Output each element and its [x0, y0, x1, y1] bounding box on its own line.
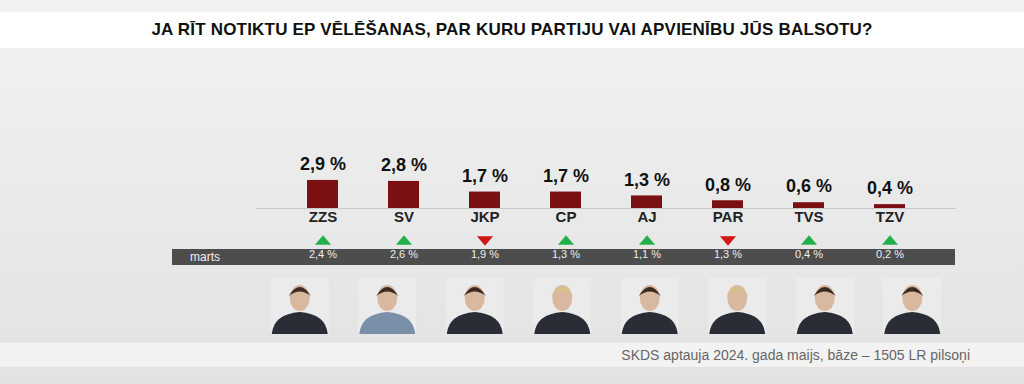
svg-text:SV: SV	[394, 208, 414, 225]
html-text:SKDS aptauja 2024. gada maijs,: SKDS aptauja 2024. gada maijs, bāze – 15…	[621, 347, 970, 363]
svg-text:CP: CP	[556, 208, 577, 225]
svg-text:0,4 %: 0,4 %	[867, 178, 913, 198]
svg-text:ZZS: ZZS	[309, 208, 337, 225]
svg-text:1,3 %: 1,3 %	[624, 170, 670, 190]
svg-text:1,7 %: 1,7 %	[543, 166, 589, 186]
svg-text:1,3 %: 1,3 %	[552, 248, 580, 260]
svg-text:TVS: TVS	[794, 208, 823, 225]
svg-text:JKP: JKP	[470, 208, 499, 225]
svg-text:0,6 %: 0,6 %	[786, 176, 832, 196]
svg-text:0,2 %: 0,2 %	[876, 248, 904, 260]
svg-text:2,9 %: 2,9 %	[300, 154, 346, 174]
svg-text:2,6 %: 2,6 %	[390, 248, 418, 260]
html-text:marts: marts	[190, 250, 220, 264]
html-text:JA RĪT NOTIKTU EP VĒLĒŠANAS, P: JA RĪT NOTIKTU EP VĒLĒŠANAS, PAR KURU PA…	[151, 20, 873, 39]
svg-text:TZV: TZV	[876, 208, 904, 225]
svg-text:0,4 %: 0,4 %	[795, 248, 823, 260]
svg-text:PAR: PAR	[713, 208, 744, 225]
svg-text:2,4 %: 2,4 %	[309, 248, 337, 260]
svg-text:1,9 %: 1,9 %	[471, 248, 499, 260]
svg-text:AJ: AJ	[637, 208, 656, 225]
svg-text:2,8 %: 2,8 %	[381, 155, 427, 175]
svg-text:0,8 %: 0,8 %	[705, 175, 751, 195]
svg-text:1,7 %: 1,7 %	[462, 166, 508, 186]
svg-text:1,1 %: 1,1 %	[633, 248, 661, 260]
svg-text:1,3 %: 1,3 %	[714, 248, 742, 260]
